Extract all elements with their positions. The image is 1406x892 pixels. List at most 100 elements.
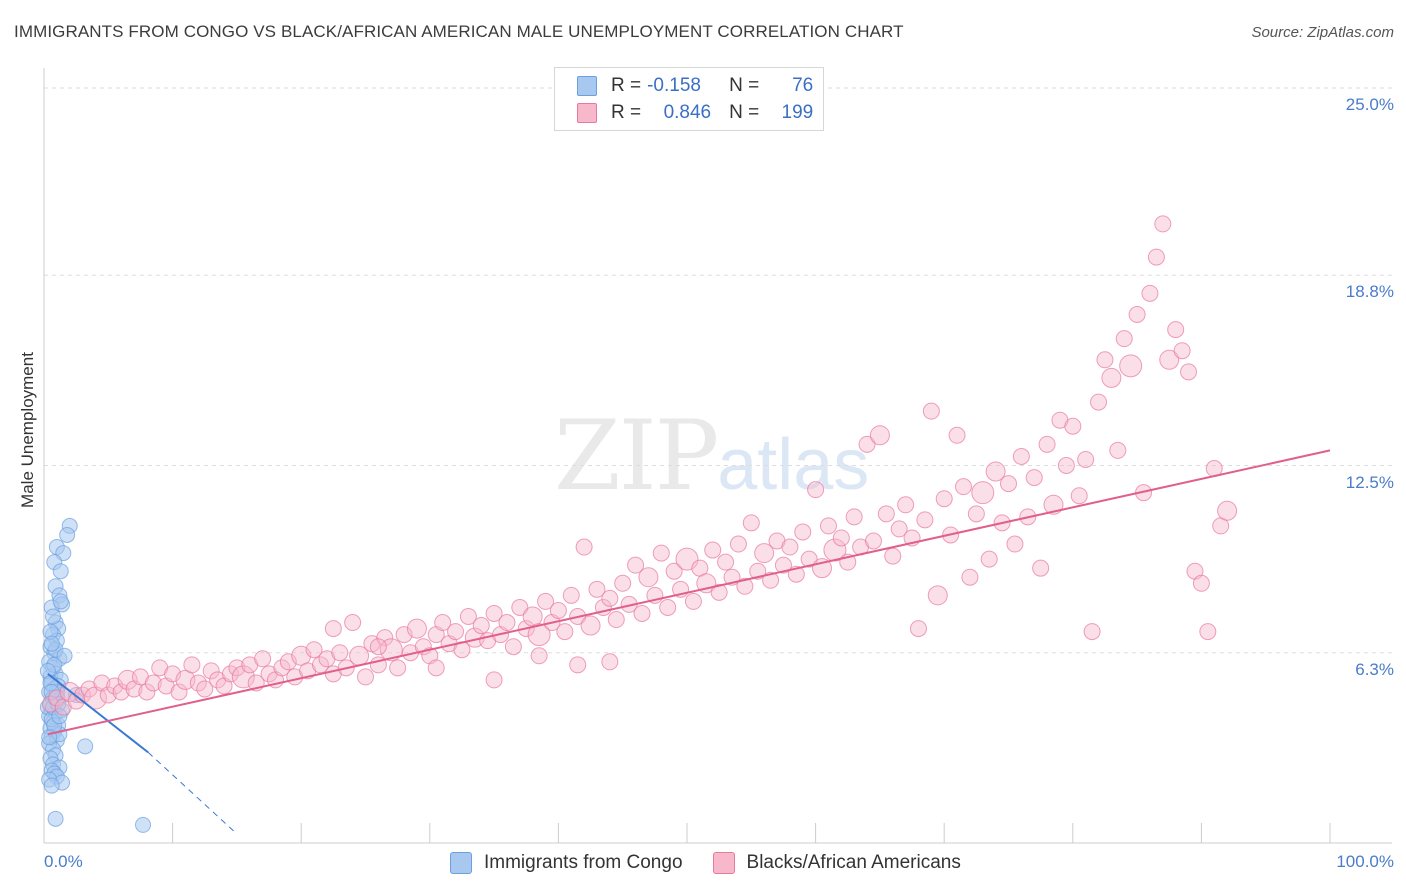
legend-r-label: R =	[611, 102, 642, 123]
black-point	[376, 629, 394, 647]
black-point	[344, 614, 362, 632]
black-point	[980, 550, 998, 568]
black-point	[1167, 321, 1185, 339]
black-point	[781, 538, 799, 556]
black-point	[877, 505, 895, 523]
black-point	[1119, 354, 1143, 378]
congo-trend-extension	[147, 752, 238, 835]
black-point	[472, 617, 490, 635]
black-point	[498, 614, 516, 632]
legend-n-value: 76	[792, 75, 814, 96]
y-axis-label: Male Unemployment	[18, 352, 37, 508]
black-point	[1154, 215, 1172, 233]
black-point	[41, 695, 59, 713]
black-point	[311, 656, 329, 674]
y-tick-label: 12.5%	[1345, 472, 1394, 492]
black-point	[729, 535, 747, 553]
black-point	[1159, 349, 1180, 370]
black-point	[971, 481, 995, 505]
black-point	[1180, 363, 1198, 381]
black-point	[189, 674, 207, 692]
black-point	[305, 641, 323, 659]
black-point	[485, 604, 503, 622]
black-point	[1038, 435, 1056, 453]
source-credit: Source: ZipAtlas.com	[1251, 24, 1394, 41]
black-point	[659, 598, 677, 616]
black-point	[1083, 623, 1101, 641]
black-point	[1025, 469, 1043, 487]
series-label-congo: Immigrants from Congo	[484, 852, 683, 873]
congo-point	[43, 635, 60, 652]
black-point	[99, 686, 117, 704]
black-point	[1173, 342, 1191, 360]
black-point	[331, 644, 349, 662]
black-point	[922, 402, 940, 420]
black-point	[601, 653, 619, 671]
black-point	[530, 647, 548, 665]
series-swatch-congo	[450, 852, 472, 874]
congo-point	[52, 563, 69, 580]
black-point	[588, 580, 606, 598]
black-point	[633, 604, 651, 622]
black-point	[447, 623, 465, 641]
congo-point	[45, 608, 62, 625]
legend-n-label: N =	[729, 75, 760, 96]
black-point	[1012, 447, 1030, 465]
y-tick-label: 18.8%	[1345, 282, 1394, 302]
black-point	[869, 425, 890, 446]
black-point	[935, 490, 953, 508]
black-point	[754, 543, 775, 564]
legend-swatch-congo	[577, 76, 597, 96]
black-point	[684, 592, 702, 610]
legend-swatch-black	[577, 103, 597, 123]
black-point	[1109, 441, 1127, 459]
y-tick-label: 25.0%	[1345, 95, 1394, 114]
black-point	[112, 683, 130, 701]
congo-point	[52, 593, 69, 610]
legend-r-value: -0.158	[647, 75, 701, 96]
black-point	[511, 598, 529, 616]
correlation-legend: R = -0.158 N = 76 R = 0.846 N = 199	[554, 67, 824, 131]
series-label-black: Blacks/African Americans	[746, 852, 961, 873]
series-legend-congo[interactable]: Immigrants from Congo	[450, 852, 683, 874]
watermark-zip: ZIP	[554, 400, 719, 512]
black-point	[794, 523, 812, 541]
black-point	[1090, 393, 1108, 411]
black-point	[909, 620, 927, 638]
chart-title: IMMIGRANTS FROM CONGO VS BLACK/AFRICAN A…	[14, 22, 904, 41]
black-point	[627, 556, 645, 574]
black-point	[800, 550, 818, 568]
series-legend-black[interactable]: Blacks/African Americans	[712, 852, 961, 874]
congo-point	[56, 647, 73, 664]
black-point	[961, 568, 979, 586]
y-axis-label-wrap: Male Unemployment	[16, 300, 40, 560]
black-point	[736, 577, 754, 595]
black-point	[569, 656, 587, 674]
black-point	[1192, 574, 1210, 592]
legend-row-black: R = 0.846 N = 199	[577, 101, 813, 125]
watermark: ZIPatlas	[554, 400, 869, 512]
black-point	[614, 574, 632, 592]
black-point	[1141, 284, 1159, 302]
black-point	[1057, 457, 1075, 474]
black-point	[273, 659, 291, 677]
black-point	[864, 532, 882, 550]
black-point	[858, 435, 876, 453]
congo-point	[59, 526, 76, 543]
legend-n-value: 199	[781, 102, 814, 123]
black-point	[774, 556, 792, 574]
legend-row-congo: R = -0.158 N = 76	[577, 74, 813, 98]
legend-r-label: R =	[611, 75, 642, 96]
series-swatch-black	[712, 852, 735, 874]
black-point	[144, 674, 162, 692]
black-point	[652, 544, 670, 562]
black-point	[369, 638, 387, 656]
congo-trend-line	[47, 673, 149, 754]
y-tick-label: 6.3%	[1355, 659, 1394, 679]
black-point	[762, 571, 780, 589]
black-point	[427, 659, 445, 677]
series-legend: Immigrants from Congo Blacks/African Ame…	[450, 852, 991, 874]
black-point	[845, 508, 863, 526]
black-point	[1128, 306, 1146, 323]
black-point	[485, 671, 503, 689]
